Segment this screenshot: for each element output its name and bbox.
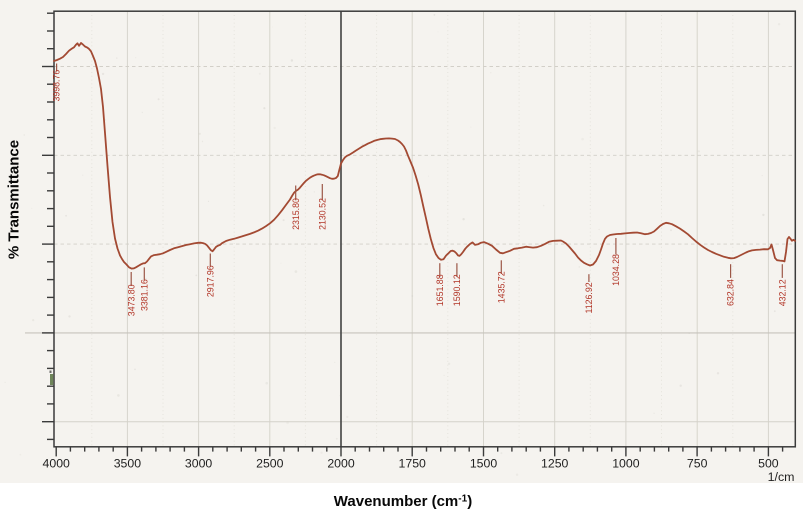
svg-text:500: 500 bbox=[758, 456, 779, 470]
svg-text:Wavenumber (cm-1): Wavenumber (cm-1) bbox=[334, 493, 472, 510]
svg-text:3381.16: 3381.16 bbox=[139, 279, 149, 311]
svg-text:1435.72: 1435.72 bbox=[496, 271, 506, 303]
svg-text:3998.76: 3998.76 bbox=[52, 70, 62, 102]
svg-text:432.12: 432.12 bbox=[777, 279, 787, 306]
svg-text:2500: 2500 bbox=[256, 456, 284, 470]
svg-text:1126.92: 1126.92 bbox=[584, 282, 594, 313]
svg-text:2130.52: 2130.52 bbox=[317, 198, 327, 230]
svg-text:2000: 2000 bbox=[327, 456, 355, 470]
svg-text:3000: 3000 bbox=[185, 456, 213, 470]
svg-text:1590.12: 1590.12 bbox=[452, 274, 462, 306]
svg-text:1250: 1250 bbox=[541, 456, 569, 470]
svg-text:1750: 1750 bbox=[399, 456, 427, 470]
svg-text:1/cm: 1/cm bbox=[768, 470, 795, 484]
svg-text:632.84: 632.84 bbox=[726, 279, 736, 306]
svg-text:% Transmittance: % Transmittance bbox=[6, 140, 23, 259]
svg-text:2917.96: 2917.96 bbox=[205, 265, 215, 297]
svg-text:3500: 3500 bbox=[114, 456, 142, 470]
svg-text:1034.28: 1034.28 bbox=[611, 254, 621, 286]
svg-text:1651.88: 1651.88 bbox=[435, 274, 445, 306]
svg-text:4000: 4000 bbox=[43, 456, 71, 470]
svg-text:3473.80: 3473.80 bbox=[126, 284, 136, 316]
svg-text:750: 750 bbox=[687, 456, 708, 470]
svg-text:1000: 1000 bbox=[612, 456, 640, 470]
svg-text:2315.80: 2315.80 bbox=[291, 198, 301, 230]
svg-text:1500: 1500 bbox=[470, 456, 498, 470]
